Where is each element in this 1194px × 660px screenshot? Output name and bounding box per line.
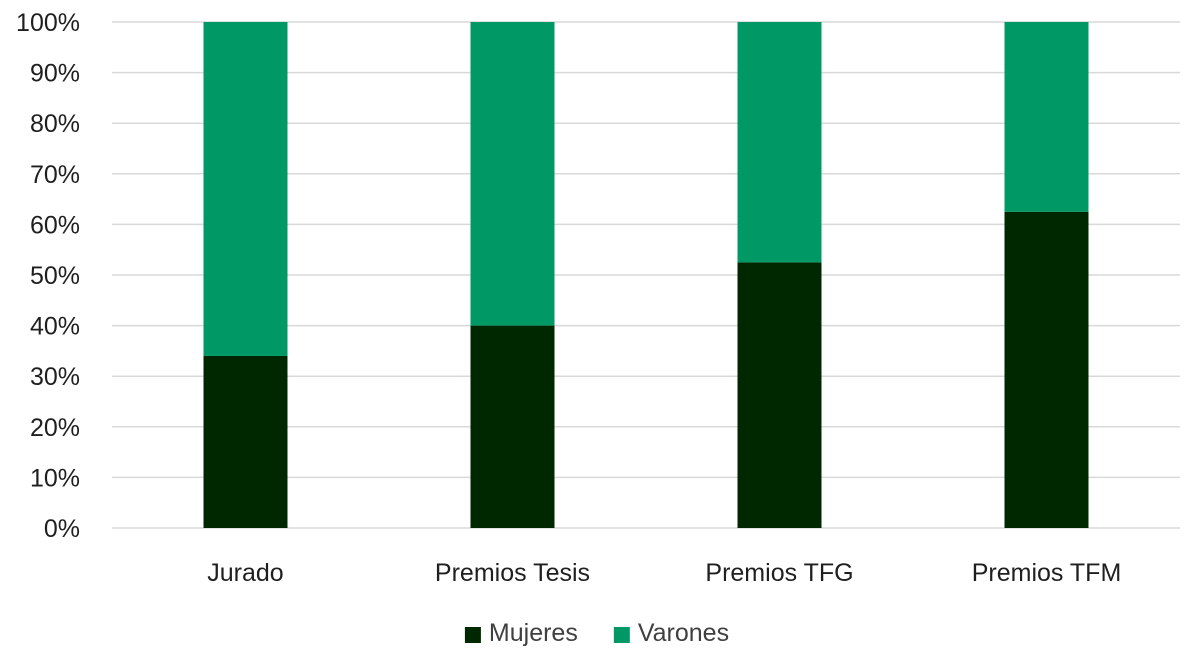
x-category-label: Premios TFM bbox=[972, 559, 1122, 587]
bar-varones-premios-tfg bbox=[737, 22, 822, 263]
legend-swatch-mujeres bbox=[464, 627, 481, 643]
legend: Mujeres Varones bbox=[464, 619, 729, 647]
legend-label-mujeres: Mujeres bbox=[489, 619, 578, 647]
x-category-label: Jurado bbox=[207, 559, 283, 587]
y-tick-label: 100% bbox=[16, 9, 80, 37]
bars bbox=[203, 22, 1089, 528]
x-axis-category-labels: Jurado Premios Tesis Premios TFG Premios TF… bbox=[207, 559, 1121, 587]
y-tick-label: 90% bbox=[30, 60, 80, 88]
y-tick-label: 30% bbox=[30, 363, 80, 391]
y-tick-label: 80% bbox=[30, 110, 80, 138]
legend-label-varones: Varones bbox=[638, 619, 729, 647]
bar-mujeres-premios-tesis bbox=[470, 325, 555, 528]
x-category-label: Premios TFG bbox=[705, 559, 853, 587]
x-category-label: Premios Tesis bbox=[435, 559, 590, 587]
bar-varones-premios-tesis bbox=[470, 22, 555, 326]
y-tick-label: 60% bbox=[30, 211, 80, 239]
y-tick-label: 0% bbox=[44, 515, 80, 543]
gridlines bbox=[112, 21, 1180, 529]
y-axis-tick-labels: 0% 10% 20% 30% 40% 50% 60% 70% 80% 90% 100% bbox=[16, 9, 80, 543]
y-tick-label: 40% bbox=[30, 313, 80, 341]
bar-mujeres-premios-tfm bbox=[1004, 211, 1089, 528]
bar-varones-jurado bbox=[203, 22, 288, 356]
y-tick-label: 20% bbox=[30, 414, 80, 442]
bar-mujeres-jurado bbox=[203, 355, 288, 528]
bar-varones-premios-tfm bbox=[1004, 22, 1089, 212]
bar-mujeres-premios-tfg bbox=[737, 262, 822, 528]
legend-swatch-varones bbox=[613, 627, 630, 643]
y-tick-label: 50% bbox=[30, 262, 80, 290]
y-tick-label: 10% bbox=[30, 464, 80, 492]
y-tick-label: 70% bbox=[30, 161, 80, 189]
